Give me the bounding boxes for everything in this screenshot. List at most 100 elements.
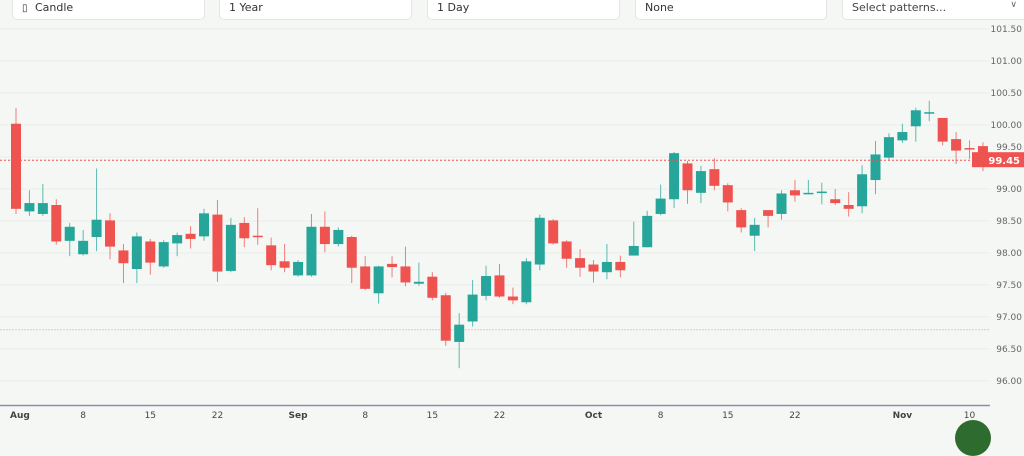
candle[interactable] [789, 180, 800, 202]
candle[interactable] [857, 165, 868, 214]
candle[interactable] [695, 165, 706, 204]
candle[interactable] [37, 183, 48, 216]
candle[interactable] [575, 249, 586, 277]
chart-type-dropdown[interactable]: ▯ Candle [12, 0, 205, 20]
floating-action-button[interactable] [955, 420, 991, 456]
candle[interactable] [588, 260, 599, 283]
candle[interactable] [655, 184, 666, 216]
candle[interactable] [830, 189, 841, 205]
candle[interactable] [387, 256, 398, 278]
candle[interactable] [561, 240, 572, 268]
candle[interactable] [266, 237, 277, 271]
candle[interactable] [897, 123, 908, 143]
candle[interactable] [803, 180, 814, 195]
x-tick-label: 8 [80, 411, 86, 421]
candle[interactable] [346, 235, 357, 284]
candle[interactable] [118, 244, 129, 284]
candle[interactable] [239, 217, 250, 248]
candle[interactable] [749, 217, 760, 252]
candle[interactable] [924, 100, 935, 122]
candle[interactable] [816, 182, 827, 205]
candle[interactable] [319, 211, 330, 253]
candle[interactable] [51, 199, 62, 245]
candle[interactable] [736, 208, 747, 233]
y-tick-label: 100.00 [991, 121, 1023, 131]
candle[interactable] [669, 151, 680, 209]
candle[interactable] [306, 213, 317, 277]
candle[interactable] [373, 265, 384, 304]
candle[interactable] [427, 272, 438, 301]
patterns-select[interactable]: Select patterns... ∨ [842, 0, 1024, 20]
candle-body [239, 222, 250, 239]
candle[interactable] [951, 132, 962, 165]
candle[interactable] [413, 262, 424, 286]
candle-body [601, 261, 612, 273]
x-tick-label: Oct [585, 411, 603, 421]
candle[interactable] [225, 217, 236, 273]
y-tick-label: 96.00 [996, 377, 1022, 387]
candle[interactable] [642, 210, 653, 248]
candle[interactable] [440, 292, 451, 346]
indicator-dropdown[interactable]: None [635, 0, 827, 20]
candle[interactable] [185, 226, 196, 249]
candle[interactable] [172, 232, 183, 257]
candle[interactable] [467, 279, 478, 327]
candle[interactable] [212, 199, 223, 282]
candle-body [158, 242, 169, 267]
candle-body [883, 137, 894, 158]
candle[interactable] [722, 183, 733, 212]
candle[interactable] [521, 258, 532, 305]
candle[interactable] [158, 240, 169, 268]
candle[interactable] [131, 232, 142, 284]
candle[interactable] [910, 107, 921, 142]
candle[interactable] [91, 168, 102, 252]
candle[interactable] [548, 219, 559, 245]
candle[interactable] [78, 229, 89, 256]
candle[interactable] [628, 221, 639, 256]
candle[interactable] [776, 190, 787, 220]
candle[interactable] [333, 227, 344, 247]
candle[interactable] [11, 107, 21, 214]
chevron-down-icon: ∨ [1010, 0, 1017, 10]
candle[interactable] [24, 190, 35, 216]
candle[interactable] [454, 313, 465, 369]
candle[interactable] [105, 213, 116, 260]
candle-body [763, 210, 774, 216]
candle[interactable] [279, 244, 290, 273]
candle[interactable] [709, 158, 720, 191]
candle-body [534, 217, 545, 265]
candle-body [212, 214, 223, 272]
candlestick-chart[interactable]: 101.50 101.00 100.50 100.00 99.50 99.00 98.50 9… [0, 0, 1024, 433]
candle-body [413, 281, 424, 284]
candle[interactable] [481, 265, 492, 301]
candle[interactable] [615, 255, 626, 278]
candle[interactable] [763, 210, 774, 228]
y-tick-label: 98.00 [996, 249, 1022, 259]
candle[interactable] [252, 208, 263, 245]
candle-body [521, 261, 532, 303]
candle[interactable] [145, 238, 156, 275]
candle[interactable] [360, 256, 371, 291]
y-tick-label: 101.50 [991, 25, 1023, 35]
candle[interactable] [400, 246, 411, 287]
range-dropdown[interactable]: 1 Year [219, 0, 412, 20]
interval-dropdown[interactable]: 1 Day [427, 0, 620, 20]
candle[interactable] [534, 214, 545, 271]
candle[interactable] [601, 244, 612, 280]
candle[interactable] [964, 140, 975, 159]
candle-body [924, 112, 935, 114]
candle[interactable] [64, 222, 75, 257]
x-tick-label: Nov [893, 411, 913, 421]
x-tick-label: Sep [289, 411, 309, 421]
candle[interactable] [937, 117, 948, 146]
indicator-label: None [645, 1, 674, 14]
candle[interactable] [507, 287, 518, 305]
candle[interactable] [843, 192, 854, 217]
candle[interactable] [293, 260, 304, 277]
candle[interactable] [870, 141, 881, 195]
candle[interactable] [494, 263, 505, 298]
candle-body [709, 169, 720, 186]
candle[interactable] [682, 160, 693, 204]
candle[interactable] [883, 133, 894, 161]
candle[interactable] [199, 208, 210, 241]
